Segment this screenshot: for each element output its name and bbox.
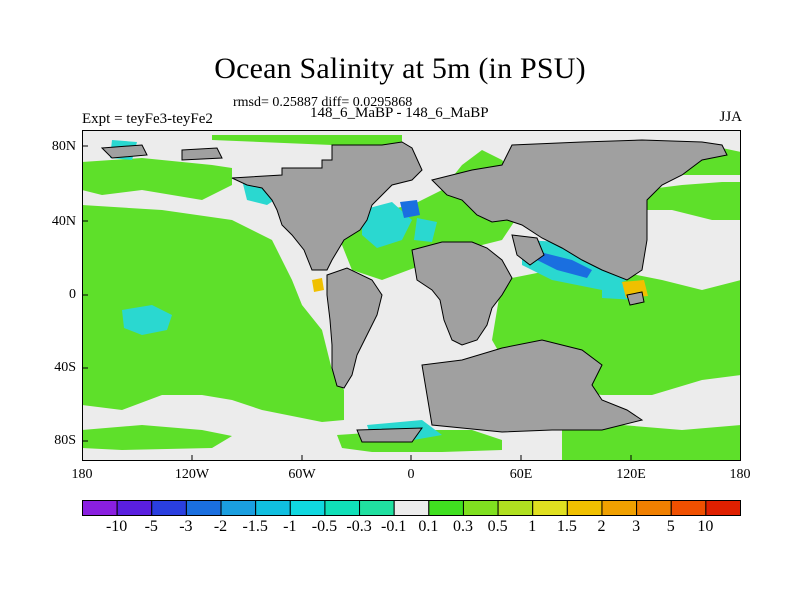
stats-line: rmsd= 0.25887 diff= 0.0295868 [233,95,413,110]
colorbar-box [324,500,361,516]
colorbar-box [82,500,118,516]
colorbar [82,500,741,516]
colorbar-box [566,500,603,516]
x-tick-60e: 60E [509,467,533,482]
y-tick-0: 0 [69,287,76,302]
colorbar-label: -0.5 [311,518,338,535]
season-label: JJA [719,109,742,125]
case-label: 148_6_MaBP - 148_6_MaBP [310,105,489,121]
x-tick-180w: 180 [71,467,93,482]
y-tick-80s: 80S [54,433,76,448]
x-tick-60w: 60W [288,467,316,482]
experiment-label: Expt = teyFe3-teyFe2 [82,111,213,127]
colorbar-box [151,500,187,516]
colorbar-box [670,500,707,516]
x-tick-0: 0 [407,467,415,482]
colorbar-label: 10 [697,518,714,535]
colorbar-label: 3 [632,518,641,535]
x-tick-180e: 180 [729,467,751,482]
colorbar-box [393,500,430,516]
y-tick-40s: 40S [54,360,76,375]
colorbar-label: -10 [105,518,128,535]
colorbar-label: -0.1 [381,518,407,535]
map-title: Ocean Salinity at 5m (in PSU) [214,52,586,85]
colorbar-box [289,500,326,516]
colorbar-box [636,500,672,516]
colorbar-box [359,500,395,516]
colorbar-label: 1 [528,518,537,535]
colorbar-label: -1.5 [242,518,268,535]
colorbar-box [462,500,499,516]
colorbar-label: 0.1 [418,518,439,535]
strong-negative-spots [400,200,592,278]
land-masses [100,139,728,443]
colorbar-box [497,500,534,516]
colorbar-box [532,500,568,516]
axis-ticks [82,145,632,461]
colorbar-label: -5 [144,518,158,535]
x-tick-120w: 120W [174,467,210,482]
colorbar-label: 5 [666,518,675,535]
colorbar-box [255,500,291,516]
colorbar-label: -1 [283,518,297,535]
colorbar-box [220,500,257,516]
y-tick-40n: 40N [51,214,76,229]
colorbar-box [705,500,741,516]
colorbar-box [601,500,638,516]
salinity-map [82,130,741,461]
colorbar-label: 1.5 [556,518,577,535]
colorbar-label: 2 [597,518,606,535]
colorbar-label: -3 [179,518,193,535]
colorbar-box [116,500,153,516]
colorbar-label: -0.3 [346,518,372,535]
colorbar-label: -2 [213,518,228,535]
x-tick-120e: 120E [616,467,646,482]
colorbar-box [428,500,464,516]
colorbar-label: 0.3 [452,518,473,535]
y-tick-80n: 80N [51,139,76,154]
colorbar-box [185,500,222,516]
colorbar-label: 0.5 [487,518,508,535]
